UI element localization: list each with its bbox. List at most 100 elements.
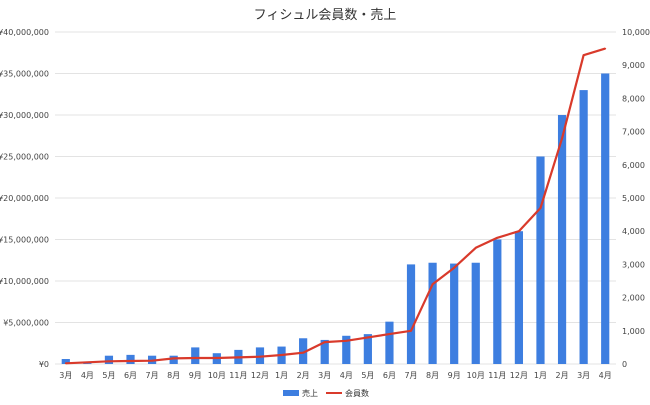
bar <box>363 334 372 364</box>
left-tick-label: ¥35,000,000 <box>0 70 49 79</box>
line-point <box>561 137 563 140</box>
left-tick-label: ¥20,000,000 <box>0 194 49 203</box>
bar <box>493 239 502 364</box>
left-axis-ticks: ¥0 ¥5,000,000 ¥10,000,000 ¥15,000,000 ¥20,00… <box>0 28 49 369</box>
x-tick-label: 9月 <box>448 371 461 380</box>
left-tick-label: ¥25,000,000 <box>0 153 49 162</box>
line-point <box>388 333 391 336</box>
left-tick-label: ¥15,000,000 <box>0 236 49 245</box>
gridlines <box>55 31 616 365</box>
bar <box>601 73 610 364</box>
left-tick-label: ¥5,000,000 <box>3 319 49 328</box>
x-tick-label: 4月 <box>340 371 353 380</box>
x-axis-ticks: 3月 4月 5月 6月 7月 8月 9月 10月 11月 12月 1月 2月 3月 4月 5月 6月 7月 8月 9… <box>59 371 612 380</box>
x-tick-label: 3月 <box>577 371 590 380</box>
line-point <box>172 357 175 360</box>
line-point <box>129 360 132 362</box>
line-point <box>518 230 520 233</box>
right-tick-label: 10,000 <box>622 28 650 37</box>
left-tick-label: ¥30,000,000 <box>0 111 49 120</box>
bar <box>536 156 545 364</box>
x-tick-label: 8月 <box>167 371 180 380</box>
line-point <box>194 357 197 359</box>
x-tick-label: 11月 <box>488 371 506 380</box>
legend: 売上 会員数 <box>283 388 369 398</box>
bar-series <box>61 73 610 364</box>
x-tick-label: 2月 <box>556 371 569 380</box>
bar <box>471 262 480 364</box>
right-tick-label: 5,000 <box>622 194 645 203</box>
chart-title: フィシュル会員数・売上 <box>254 7 397 23</box>
x-tick-label: 3月 <box>318 371 331 380</box>
x-tick-label: 8月 <box>426 371 439 380</box>
bar <box>104 355 114 364</box>
right-tick-label: 2,000 <box>622 294 645 303</box>
line-point <box>280 354 283 356</box>
line-point <box>64 362 67 365</box>
bar <box>83 363 92 364</box>
members-line <box>65 47 606 365</box>
right-tick-label: 3,000 <box>622 260 645 269</box>
x-tick-label: 11月 <box>229 371 247 380</box>
bar <box>61 359 70 364</box>
bar <box>450 263 459 364</box>
line-point <box>366 336 369 339</box>
x-tick-label: 2月 <box>297 371 310 380</box>
line-point <box>474 246 477 249</box>
right-axis-ticks: 0 1,000 2,000 3,000 4,000 5,000 6,000 7,000 8,00… <box>622 28 650 369</box>
line-series <box>64 47 607 365</box>
line-point <box>302 351 305 354</box>
left-tick-label: ¥10,000,000 <box>0 277 49 286</box>
x-tick-label: 1月 <box>275 371 288 380</box>
bar <box>514 231 524 364</box>
legend-label-members: 会員数 <box>345 388 369 398</box>
bar <box>299 338 308 364</box>
line-point <box>86 361 89 364</box>
bar <box>342 335 351 364</box>
line-point <box>108 360 110 363</box>
right-tick-label: 1,000 <box>622 327 645 336</box>
x-tick-label: 9月 <box>189 371 202 380</box>
x-tick-label: 10月 <box>208 371 226 380</box>
line-point <box>151 359 153 362</box>
bar <box>557 115 567 364</box>
bar <box>191 347 200 364</box>
x-tick-label: 4月 <box>599 371 612 380</box>
line-point <box>539 207 542 209</box>
line-point <box>323 341 326 343</box>
line-point <box>431 283 434 286</box>
line-point <box>410 329 412 332</box>
line-point <box>345 339 348 342</box>
x-tick-label: 5月 <box>102 371 115 380</box>
bar <box>169 355 178 364</box>
line-point <box>582 54 585 57</box>
legend-swatch-sales <box>283 390 299 396</box>
x-tick-label: 3月 <box>59 371 72 380</box>
x-tick-label: 10月 <box>467 371 485 380</box>
line-point <box>453 266 456 269</box>
x-tick-label: 6月 <box>124 371 137 380</box>
x-tick-label: 7月 <box>404 371 417 380</box>
bar <box>579 90 588 364</box>
x-tick-label: 1月 <box>534 371 547 380</box>
bar <box>428 262 437 364</box>
bar <box>320 339 329 364</box>
legend-label-sales: 売上 <box>302 388 318 398</box>
right-tick-label: 7,000 <box>622 128 645 137</box>
x-tick-label: 7月 <box>146 371 159 380</box>
x-tick-label: 12月 <box>251 371 269 380</box>
line-point <box>237 356 240 359</box>
x-tick-label: 5月 <box>361 371 374 380</box>
right-tick-label: 8,000 <box>622 94 645 103</box>
line-point <box>496 236 499 239</box>
line-point <box>215 357 218 359</box>
right-tick-label: 0 <box>622 360 627 369</box>
right-tick-label: 6,000 <box>622 161 645 170</box>
right-tick-label: 9,000 <box>622 61 645 70</box>
left-tick-label: ¥40,000,000 <box>0 28 49 37</box>
line-point <box>604 47 607 50</box>
x-tick-label: 6月 <box>383 371 396 380</box>
x-tick-label: 4月 <box>81 371 94 380</box>
right-tick-label: 4,000 <box>622 227 645 236</box>
